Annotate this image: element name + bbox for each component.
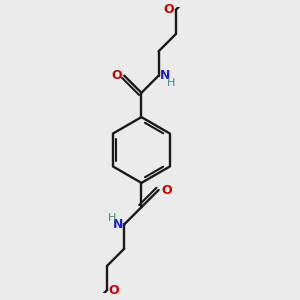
Text: O: O	[109, 284, 119, 297]
Text: O: O	[164, 3, 174, 16]
Text: N: N	[160, 69, 170, 82]
Text: H: H	[167, 78, 175, 88]
Text: O: O	[111, 69, 122, 82]
Text: N: N	[112, 218, 123, 231]
Text: O: O	[161, 184, 172, 196]
Text: H: H	[108, 213, 116, 223]
